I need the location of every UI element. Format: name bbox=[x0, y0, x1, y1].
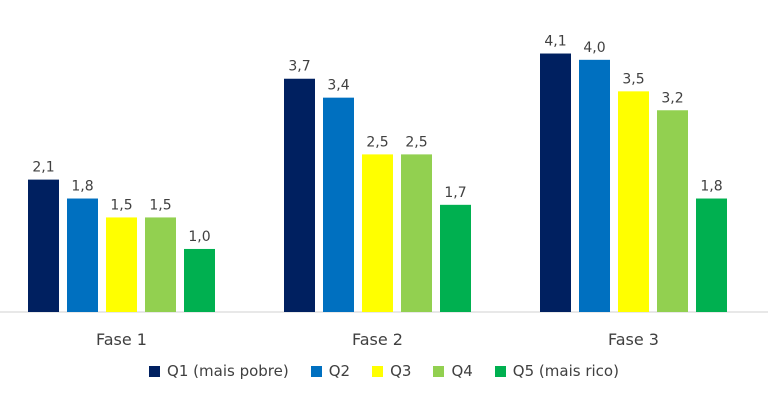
data-label: 3,7 bbox=[288, 59, 310, 75]
legend-item: Q2 bbox=[310, 362, 351, 380]
data-label: 1,5 bbox=[110, 197, 132, 213]
x-tick-label: Fase 3 bbox=[608, 330, 659, 349]
bar-2-2 bbox=[323, 97, 354, 312]
data-label: 2,5 bbox=[366, 134, 388, 150]
legend-label: Q5 (mais rico) bbox=[512, 362, 619, 380]
legend-item: Q4 bbox=[433, 362, 473, 380]
legend-item: Q3 bbox=[372, 362, 411, 380]
bar-4-1 bbox=[145, 217, 176, 312]
x-tick-label: Fase 2 bbox=[352, 330, 403, 349]
data-label: 2,5 bbox=[405, 134, 427, 150]
bar-1-1 bbox=[28, 179, 59, 312]
legend-label: Q1 (mais pobre) bbox=[167, 362, 289, 380]
legend-label: Q4 bbox=[451, 362, 473, 380]
legend-swatch bbox=[372, 365, 384, 377]
bar-1-3 bbox=[540, 53, 571, 313]
bar-5-1 bbox=[184, 248, 215, 312]
data-label: 1,8 bbox=[700, 179, 722, 195]
legend-swatch bbox=[149, 365, 161, 377]
bar-4-2 bbox=[401, 154, 432, 312]
legend-item: Q5 (mais rico) bbox=[494, 362, 619, 380]
data-label: 2,1 bbox=[32, 160, 54, 176]
legend-swatch bbox=[310, 365, 322, 377]
legend-label: Q2 bbox=[328, 362, 351, 380]
legend-label: Q3 bbox=[390, 362, 412, 380]
data-label: 1,0 bbox=[188, 229, 210, 245]
bar-5-3 bbox=[696, 198, 727, 312]
data-label: 3,4 bbox=[327, 78, 349, 94]
data-label: 1,7 bbox=[444, 185, 466, 201]
data-label: 1,5 bbox=[149, 197, 171, 213]
bar-3-1 bbox=[106, 217, 137, 312]
legend-swatch bbox=[494, 365, 506, 377]
bar-5-2 bbox=[440, 204, 471, 312]
bar-2-1 bbox=[67, 198, 98, 312]
data-label: 4,0 bbox=[583, 40, 605, 56]
legend-item: Q1 (mais pobre) bbox=[149, 362, 289, 380]
legend: Q1 (mais pobre) Q2 Q3 Q4 Q5 (mais rico) bbox=[0, 362, 768, 380]
data-label: 3,2 bbox=[661, 90, 683, 106]
bar-3-2 bbox=[362, 154, 393, 312]
bar-3-3 bbox=[618, 91, 649, 312]
bar-1-2 bbox=[284, 78, 315, 312]
bar-2-3 bbox=[579, 59, 610, 313]
data-label: 1,8 bbox=[71, 179, 93, 195]
bar-4-3 bbox=[657, 110, 688, 313]
data-label: 3,5 bbox=[622, 71, 644, 87]
x-tick-label: Fase 1 bbox=[96, 330, 147, 349]
legend-swatch bbox=[433, 365, 445, 377]
data-label: 4,1 bbox=[544, 34, 566, 50]
bar-chart: 2,1 1,8 1,5 1,5 1,0 Fase 1 3,7 3,4 2,5 2,5 1,7 Fase… bbox=[0, 34, 768, 349]
